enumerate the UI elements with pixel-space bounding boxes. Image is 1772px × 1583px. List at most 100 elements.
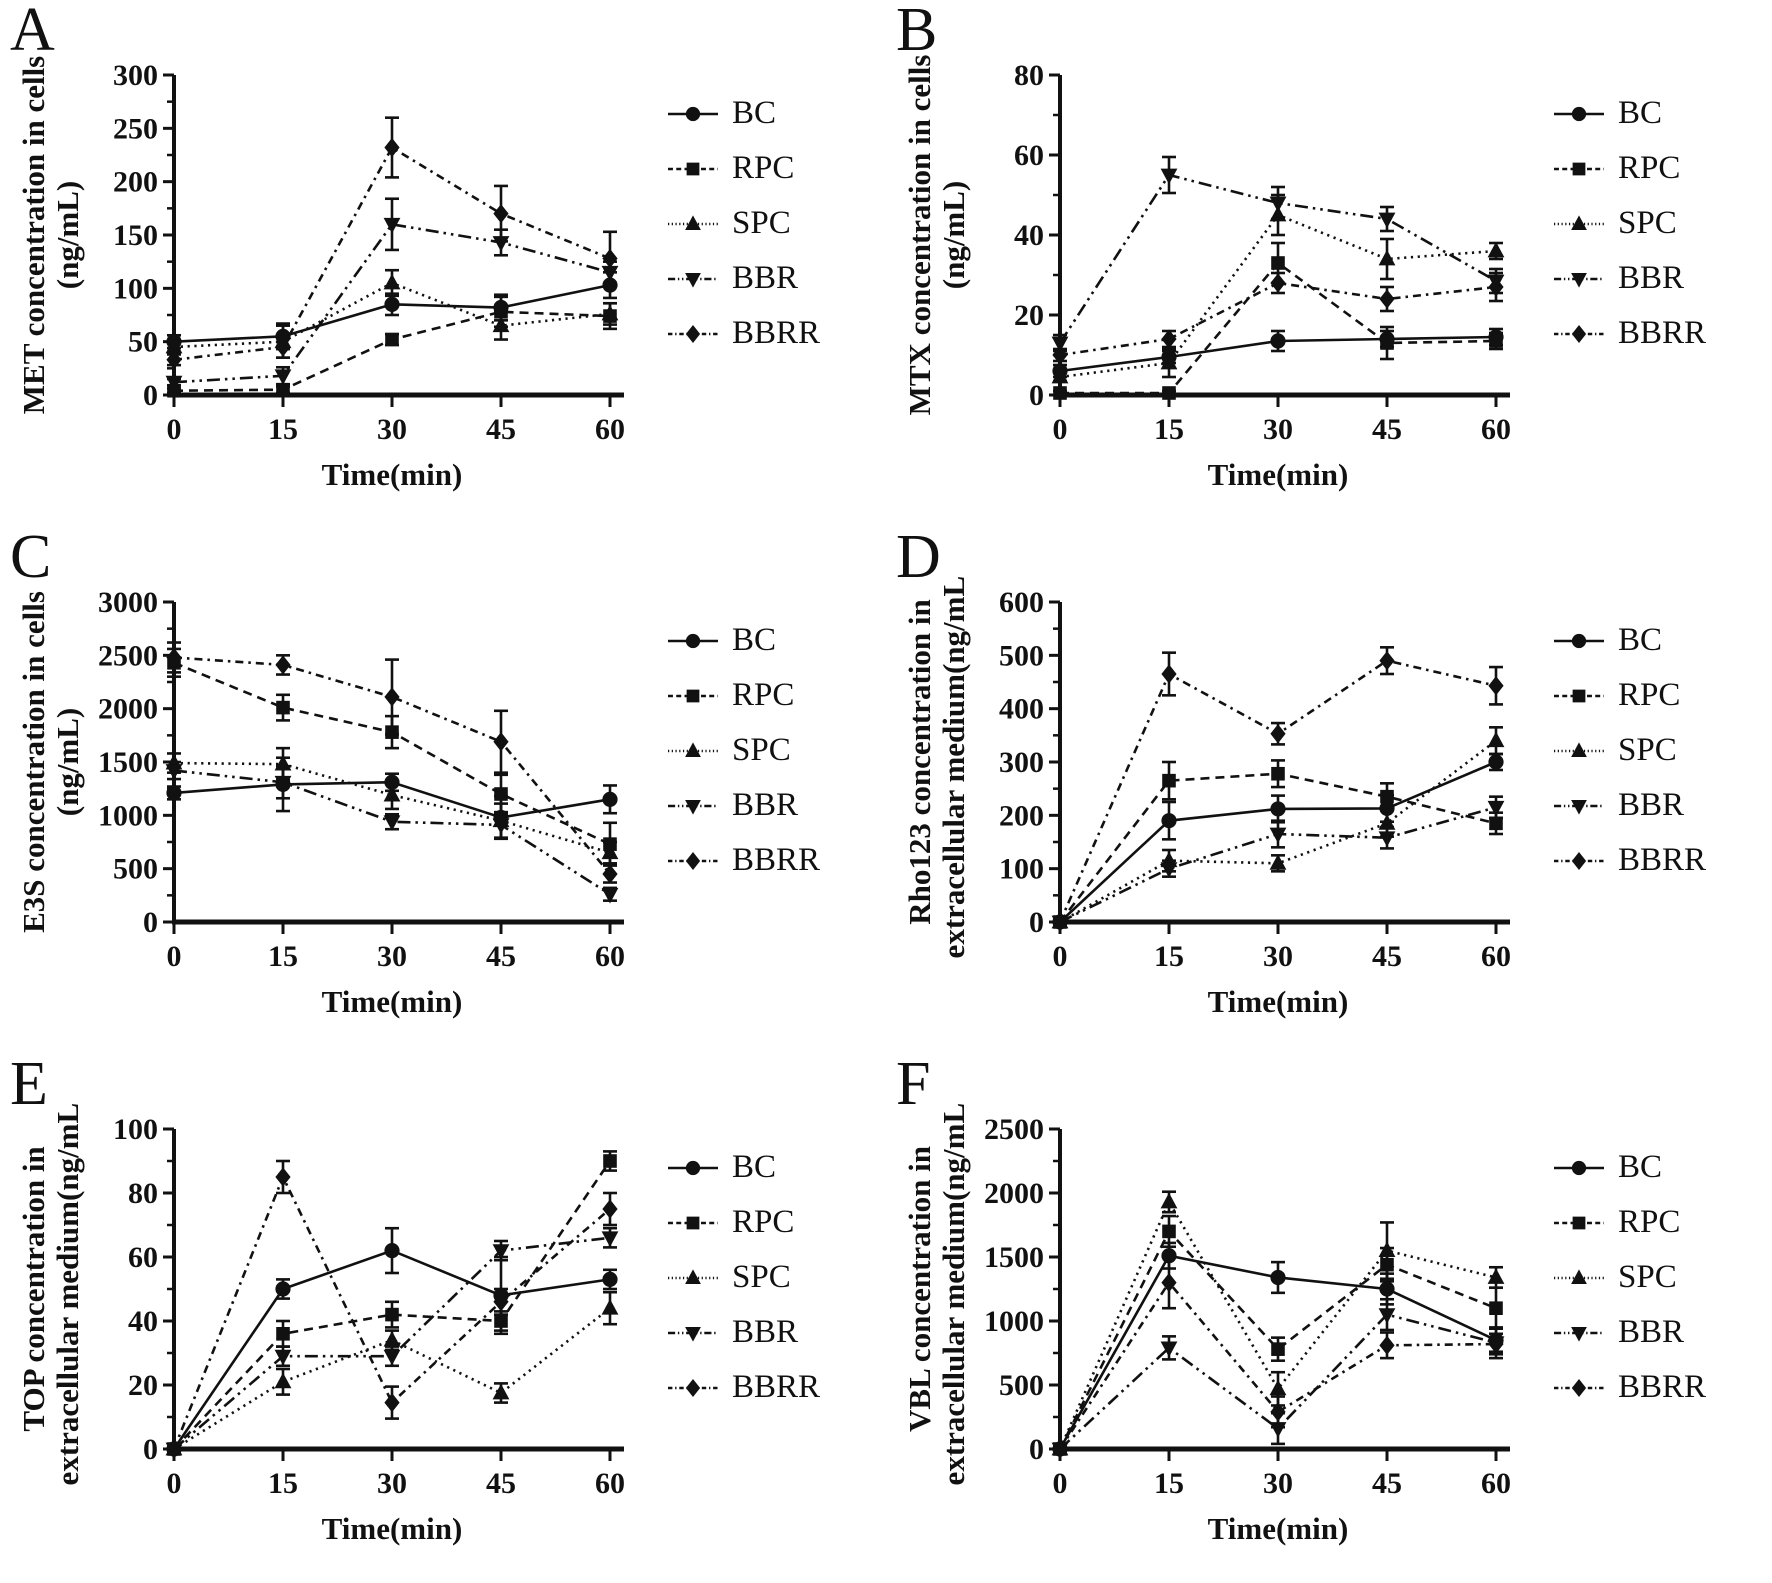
triangle-down-marker-icon (1571, 799, 1587, 815)
diamond-marker-icon (685, 1378, 701, 1397)
chart-canvas-d: 0 100 200 300 400 500 600 0 15 30 45 60 Time(min) Rho… (902, 577, 1511, 1019)
legend-label: RPC (732, 1204, 795, 1240)
legend-label: BC (1618, 622, 1663, 658)
legend-label: SPC (732, 732, 791, 768)
series-line (1059, 213, 1497, 379)
circle-marker-icon (1270, 333, 1286, 349)
panel-letter-e: E (10, 1050, 48, 1118)
diamond-marker-icon (166, 647, 182, 668)
triangle-down-marker-icon (383, 217, 401, 234)
panel-letter-b: B (896, 0, 938, 64)
panel-e: E 0 20 40 60 80 100 0 15 30 45 60 Time(min) TOP conc… (0, 1050, 886, 1583)
y-tick-label: 500 (999, 1369, 1044, 1402)
legend-key-circle-icon (668, 1160, 718, 1175)
y-tick-label: 1000 (98, 799, 158, 832)
circle-marker-icon (602, 1271, 618, 1287)
chart-canvas-b: 0 20 40 60 80 0 15 30 45 60 Time(min) MTX concentra… (902, 55, 1511, 492)
legend-item-bbr: BBR (1552, 787, 1706, 824)
triangle-up-marker-icon (383, 1331, 401, 1347)
triangle-down-marker-icon (492, 818, 510, 835)
triangle-down-marker-icon (601, 1231, 619, 1247)
square-marker-icon (494, 1314, 508, 1328)
legend-item-bbr: BBR (1552, 260, 1706, 297)
chart-canvas-c: 0 500 1000 1500 2000 2500 3000 0 15 30 45 60 Time(mi… (16, 586, 625, 1019)
x-tick-label: 60 (595, 1467, 625, 1500)
x-tick-label: 45 (1372, 1467, 1402, 1500)
square-marker-icon (385, 332, 399, 347)
triangle-down-marker-icon (1378, 212, 1396, 229)
legend-key-square-icon (668, 162, 718, 175)
y-axis-title: (ng/mL) (50, 708, 85, 817)
legend-label: BBRR (1618, 315, 1707, 351)
y-axis-title: extracellular medium(ng/mL) (50, 1104, 85, 1485)
y-axis-title: (ng/mL) (936, 181, 971, 290)
y-tick-label: 40 (1014, 219, 1044, 252)
panel-letter-c: C (10, 523, 52, 591)
y-tick-label: 100 (999, 853, 1044, 886)
triangle-up-marker-icon (165, 337, 183, 354)
triangle-down-marker-icon (492, 1244, 510, 1260)
legend-item-bc: BC (1552, 95, 1706, 132)
legend-key-diamond-icon (668, 851, 718, 870)
triangle-up-marker-icon (1571, 741, 1587, 757)
x-axis-title: Time(min) (1208, 1511, 1349, 1546)
x-tick-label: 30 (1263, 1467, 1293, 1500)
triangle-up-marker-icon (383, 273, 401, 290)
x-axis-title: Time(min) (322, 457, 463, 492)
triangle-down-marker-icon (1051, 336, 1069, 353)
legend-label: BC (732, 1149, 777, 1185)
triangle-down-marker-icon (601, 887, 619, 904)
legend-label: BC (732, 95, 777, 131)
series-bbrr (166, 116, 618, 370)
legend-label: SPC (732, 1259, 791, 1295)
x-tick-label: 30 (377, 940, 407, 973)
legend-label: BBRR (732, 842, 821, 878)
x-tick-label: 30 (377, 1467, 407, 1500)
x-tick-label: 0 (1053, 1467, 1068, 1500)
triangle-down-marker-icon (1571, 1326, 1587, 1342)
triangle-down-marker-icon (383, 1349, 401, 1366)
circle-marker-icon (685, 1160, 701, 1175)
legend-key-square-icon (668, 689, 718, 702)
y-axis-title: E3S concentration in cells (16, 591, 51, 933)
legend-label: SPC (1618, 1259, 1677, 1295)
circle-marker-icon (1571, 106, 1587, 121)
triangle-down-marker-icon (1378, 1308, 1396, 1324)
diamond-marker-icon (1270, 273, 1286, 293)
y-tick-label: 150 (113, 219, 158, 252)
legend-item-rpc: RPC (666, 1204, 820, 1241)
panel-letter-f: F (896, 1050, 931, 1118)
x-tick-label: 60 (1481, 1467, 1511, 1500)
legend-label: RPC (732, 677, 795, 713)
legend-b: BC RPC SPC BBR BBRR (1552, 95, 1706, 352)
legend-key-triangle-down-icon (1554, 1326, 1604, 1342)
legend-item-bc: BC (1552, 622, 1706, 659)
y-tick-label: 500 (999, 639, 1044, 672)
chart-canvas-a: 0 50 100 150 200 250 300 0 15 30 45 60 Time(min) MET … (16, 56, 625, 492)
legend-label: BBR (732, 260, 799, 296)
square-marker-icon (603, 1154, 617, 1168)
legend-key-diamond-icon (668, 1378, 718, 1397)
x-axis-title: Time(min) (1208, 457, 1349, 492)
triangle-up-marker-icon (1571, 214, 1587, 230)
square-marker-icon (1489, 334, 1503, 348)
triangle-down-marker-icon (685, 799, 701, 815)
triangle-up-marker-icon (492, 316, 510, 333)
legend-key-diamond-icon (1554, 324, 1604, 343)
square-marker-icon (276, 382, 290, 397)
triangle-up-marker-icon (1378, 249, 1396, 266)
circle-marker-icon (1571, 1160, 1587, 1175)
legend-f: BC RPC SPC BBR BBRR (1552, 1149, 1706, 1406)
series-bc (166, 1226, 618, 1457)
triangle-up-marker-icon (601, 843, 619, 860)
y-axis-title: extracellular medium(ng/mL) (936, 1104, 971, 1485)
triangle-up-marker-icon (1487, 241, 1505, 258)
legend-item-bbrr: BBRR (1552, 1369, 1706, 1406)
y-tick-label: 1500 (98, 746, 158, 779)
y-tick-label: 80 (1014, 59, 1044, 92)
legend-e: BC RPC SPC BBR BBRR (666, 1149, 820, 1406)
x-tick-label: 15 (268, 940, 298, 973)
diamond-marker-icon (1571, 851, 1587, 870)
x-tick-label: 0 (167, 413, 182, 446)
